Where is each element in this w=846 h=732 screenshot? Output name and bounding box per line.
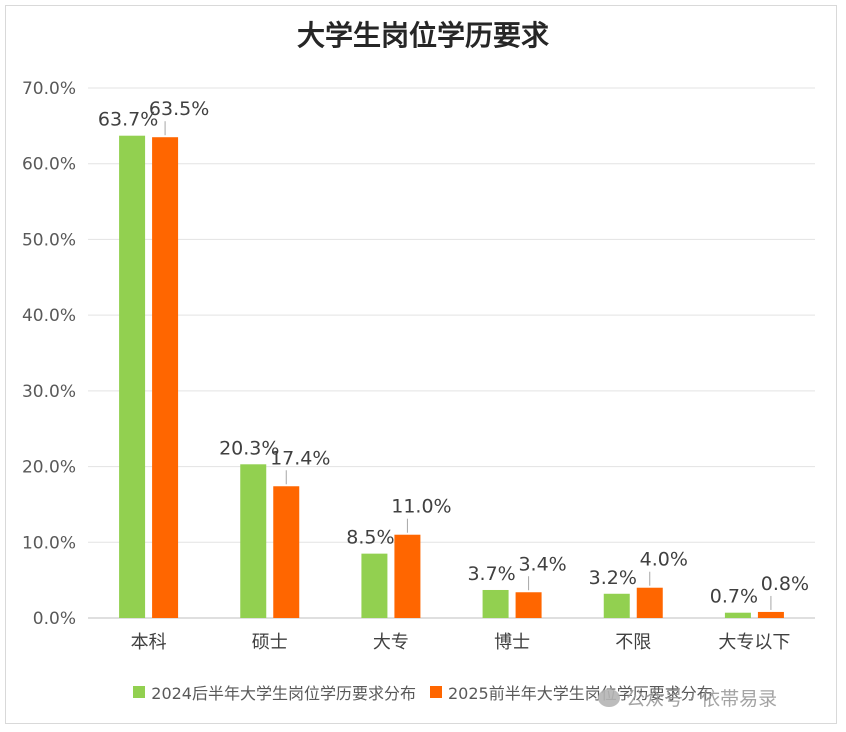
bar-2025 bbox=[515, 592, 542, 618]
y-tick-label: 20.0% bbox=[22, 458, 76, 478]
data-label: 63.7% bbox=[98, 109, 158, 131]
x-category-label: 本科 bbox=[131, 632, 167, 653]
legend-item-2025: 2025前半年大学生岗位学历要求分布 bbox=[430, 680, 713, 704]
x-category-label: 博士 bbox=[494, 632, 530, 653]
data-label: 17.4% bbox=[270, 447, 330, 469]
legend-label-2025: 2025前半年大学生岗位学历要求分布 bbox=[448, 684, 713, 703]
data-label: 11.0% bbox=[391, 496, 451, 518]
bar-2024 bbox=[240, 464, 267, 618]
data-label: 3.4% bbox=[518, 553, 566, 575]
watermark-text: 公众号 · 依帯易录 bbox=[626, 688, 778, 710]
bar-2025 bbox=[152, 137, 179, 618]
bar-2025 bbox=[757, 611, 784, 618]
data-label: 8.5% bbox=[346, 527, 394, 549]
bar-2024 bbox=[603, 593, 630, 618]
y-tick-label: 10.0% bbox=[22, 533, 76, 553]
bar-2025 bbox=[394, 534, 421, 618]
data-label: 20.3% bbox=[219, 437, 279, 459]
x-category-label: 大专 bbox=[373, 632, 409, 653]
data-label: 4.0% bbox=[640, 549, 688, 571]
y-tick-label: 0.0% bbox=[33, 609, 76, 629]
data-label: 3.7% bbox=[467, 563, 515, 585]
y-tick-label: 30.0% bbox=[22, 382, 76, 402]
bar-2024 bbox=[361, 553, 388, 618]
data-label: 0.8% bbox=[761, 573, 809, 595]
y-tick-label: 50.0% bbox=[22, 230, 76, 250]
watermark: 公众号 · 依帯易录 bbox=[598, 684, 777, 711]
legend-label-2024: 2024后半年大学生岗位学历要求分布 bbox=[151, 684, 416, 703]
chart-legend: 2024后半年大学生岗位学历要求分布 2025前半年大学生岗位学历要求分布 bbox=[0, 680, 846, 704]
y-tick-label: 40.0% bbox=[22, 306, 76, 326]
y-tick-label: 70.0% bbox=[22, 79, 76, 99]
bar-2024 bbox=[482, 589, 509, 618]
chart-title: 大学生岗位学历要求 bbox=[296, 19, 549, 52]
legend-swatch-2024 bbox=[133, 686, 146, 698]
data-label: 3.2% bbox=[589, 567, 637, 589]
data-label: 0.7% bbox=[710, 586, 758, 608]
bar-2025 bbox=[636, 587, 663, 618]
x-category-label: 不限 bbox=[615, 632, 651, 653]
legend-item-2024: 2024后半年大学生岗位学历要求分布 bbox=[133, 680, 416, 704]
legend-swatch-2025 bbox=[430, 686, 442, 698]
bar-2025 bbox=[273, 486, 300, 618]
y-tick-label: 60.0% bbox=[22, 155, 76, 175]
x-category-label: 大专以下 bbox=[718, 632, 790, 653]
x-category-label: 硕士 bbox=[252, 632, 288, 653]
bar-2024 bbox=[724, 612, 751, 618]
wechat-icon bbox=[598, 688, 620, 707]
bar-2024 bbox=[119, 135, 146, 618]
data-label: 63.5% bbox=[149, 98, 209, 120]
